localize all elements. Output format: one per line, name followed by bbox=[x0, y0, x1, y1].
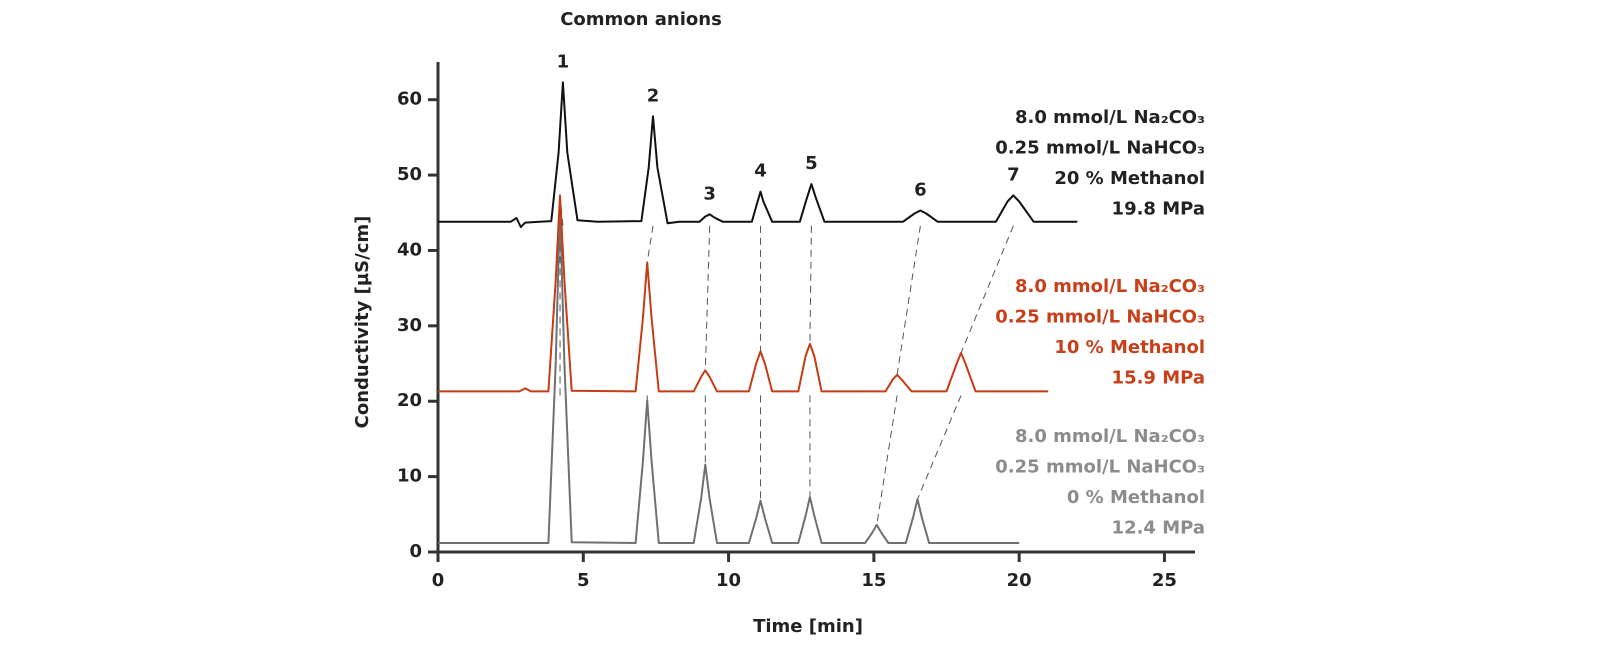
y-tick-label: 50 bbox=[397, 164, 422, 185]
chart-title: Common anions bbox=[560, 9, 722, 30]
x-tick-label: 20 bbox=[1007, 570, 1032, 591]
peak-label: 2 bbox=[647, 85, 660, 106]
x-tick-label: 0 bbox=[432, 570, 445, 591]
chromatogram-trace bbox=[438, 204, 1020, 544]
peak-label: 7 bbox=[1007, 164, 1020, 185]
x-tick-label: 15 bbox=[861, 570, 886, 591]
peak-label: 1 bbox=[557, 51, 570, 72]
y-tick-label: 40 bbox=[397, 239, 422, 260]
y-axis-label: Conductivity [µS/cm] bbox=[352, 216, 373, 429]
condition-label: 0.25 mmol/L NaHCO₃ bbox=[995, 457, 1205, 478]
peak-label: 4 bbox=[754, 161, 767, 182]
x-tick-label: 5 bbox=[577, 570, 590, 591]
peak-connector bbox=[646, 225, 654, 263]
condition-label: 8.0 mmol/L Na₂CO₃ bbox=[1015, 107, 1205, 128]
condition-label: 0.25 mmol/L NaHCO₃ bbox=[995, 138, 1205, 159]
condition-label: 0.25 mmol/L NaHCO₃ bbox=[995, 307, 1205, 328]
chromatogram-trace bbox=[438, 194, 1049, 393]
peak-label: 6 bbox=[914, 180, 927, 201]
condition-label: 0 % Methanol bbox=[1067, 487, 1205, 508]
y-tick-label: 60 bbox=[397, 89, 422, 110]
condition-label: 8.0 mmol/L Na₂CO₃ bbox=[1015, 426, 1205, 447]
y-tick-label: 0 bbox=[409, 541, 422, 562]
peak-connector bbox=[960, 225, 1014, 354]
x-axis-label: Time [min] bbox=[753, 616, 863, 637]
condition-label: 12.4 MPa bbox=[1112, 518, 1205, 539]
peak-connector bbox=[809, 225, 812, 344]
x-tick-label: 10 bbox=[716, 570, 741, 591]
peak-connector bbox=[916, 395, 962, 500]
peak-label: 3 bbox=[703, 183, 716, 204]
peak-connector bbox=[896, 225, 921, 375]
y-tick-label: 30 bbox=[397, 315, 422, 336]
peak-connector bbox=[704, 225, 711, 371]
condition-label: 20 % Methanol bbox=[1054, 168, 1205, 189]
y-tick-label: 20 bbox=[397, 390, 422, 411]
condition-label: 19.8 MPa bbox=[1112, 199, 1205, 220]
x-tick-label: 25 bbox=[1152, 570, 1177, 591]
peak-connector bbox=[876, 395, 898, 525]
condition-label: 15.9 MPa bbox=[1112, 368, 1205, 389]
chromatogram-trace bbox=[438, 81, 1078, 229]
condition-label: 10 % Methanol bbox=[1054, 337, 1205, 358]
peak-label: 5 bbox=[805, 153, 818, 174]
y-tick-label: 10 bbox=[397, 466, 422, 487]
condition-label: 8.0 mmol/L Na₂CO₃ bbox=[1015, 276, 1205, 297]
